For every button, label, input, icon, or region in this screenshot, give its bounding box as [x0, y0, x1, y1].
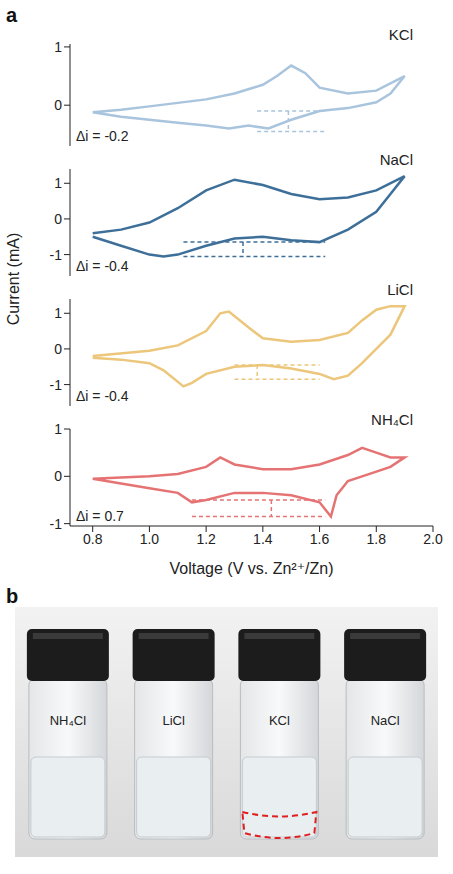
svg-text:1.4: 1.4	[253, 531, 273, 547]
svg-text:-1: -1	[50, 516, 63, 532]
svg-text:KCl: KCl	[269, 713, 290, 728]
svg-text:1: 1	[54, 305, 62, 321]
svg-text:1.2: 1.2	[196, 531, 216, 547]
html-text:Δi = -0.2: Δi = -0.2	[76, 128, 129, 144]
svg-text:0.8: 0.8	[83, 531, 103, 547]
html-text:Δi = -0.4: Δi = -0.4	[76, 388, 129, 404]
svg-text:NH₄Cl: NH₄Cl	[50, 713, 86, 728]
svg-text:0: 0	[54, 341, 62, 357]
html-text:NaCl: NaCl	[379, 151, 413, 168]
html-text:Δi = 0.7: Δi = 0.7	[76, 508, 124, 524]
svg-text:-1: -1	[50, 377, 63, 393]
svg-text:LiCl: LiCl	[162, 713, 185, 728]
svg-text:-1: -1	[50, 247, 63, 263]
svg-text:0: 0	[54, 97, 62, 113]
svg-text:2.0: 2.0	[423, 531, 443, 547]
svg-text:1: 1	[54, 175, 62, 191]
svg-text:1.0: 1.0	[140, 531, 160, 547]
svg-text:1: 1	[54, 39, 62, 55]
svg-text:0: 0	[54, 211, 62, 227]
html-text:LiCl: LiCl	[387, 281, 413, 298]
html-text:Δi = -0.4: Δi = -0.4	[76, 258, 129, 274]
svg-text:NaCl: NaCl	[371, 713, 400, 728]
html-text:b: b	[6, 585, 19, 607]
html-text:a: a	[6, 4, 18, 26]
html-text:NH₄Cl: NH₄Cl	[371, 411, 413, 428]
svg-text:0: 0	[54, 468, 62, 484]
html-text:KCl: KCl	[388, 26, 413, 43]
html-text:Current (mA): Current (mA)	[5, 232, 22, 325]
svg-text:1.8: 1.8	[367, 531, 387, 547]
svg-text:Voltage (V vs. Zn²⁺/Zn): Voltage (V vs. Zn²⁺/Zn)	[169, 560, 333, 577]
svg-text:1: 1	[54, 421, 62, 437]
svg-text:1.6: 1.6	[310, 531, 330, 547]
